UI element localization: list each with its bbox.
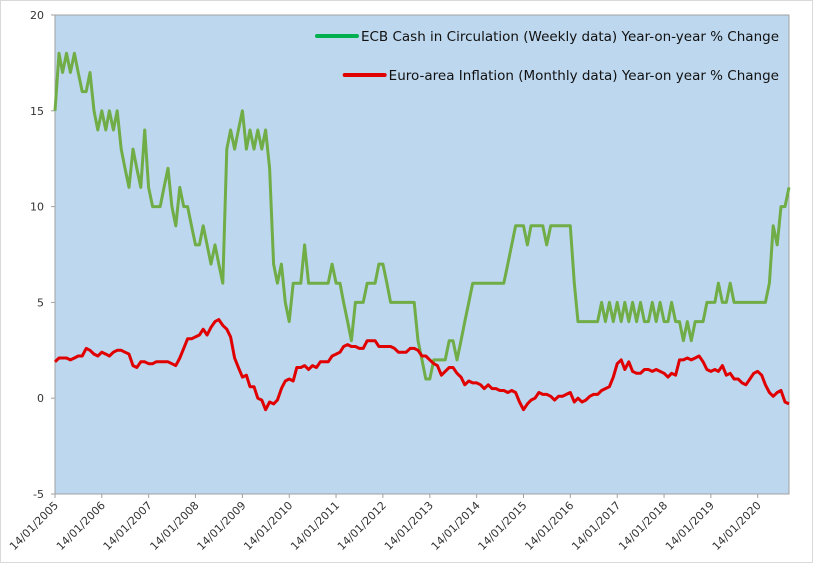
y-tick-label: 20 [30, 9, 44, 22]
y-tick-label: -5 [33, 488, 44, 501]
legend-label: Euro-area Inflation (Monthly data) Year-… [389, 68, 779, 84]
y-tick-label: 0 [37, 392, 44, 405]
plot-area [54, 14, 790, 495]
series-line [53, 51, 791, 381]
series-line [53, 318, 790, 412]
y-tick-label: 5 [37, 296, 44, 309]
y-tick-label: 15 [30, 105, 44, 118]
legend-label: ECB Cash in Circulation (Weekly data) Ye… [361, 29, 779, 45]
y-tick-label: 10 [30, 201, 44, 214]
